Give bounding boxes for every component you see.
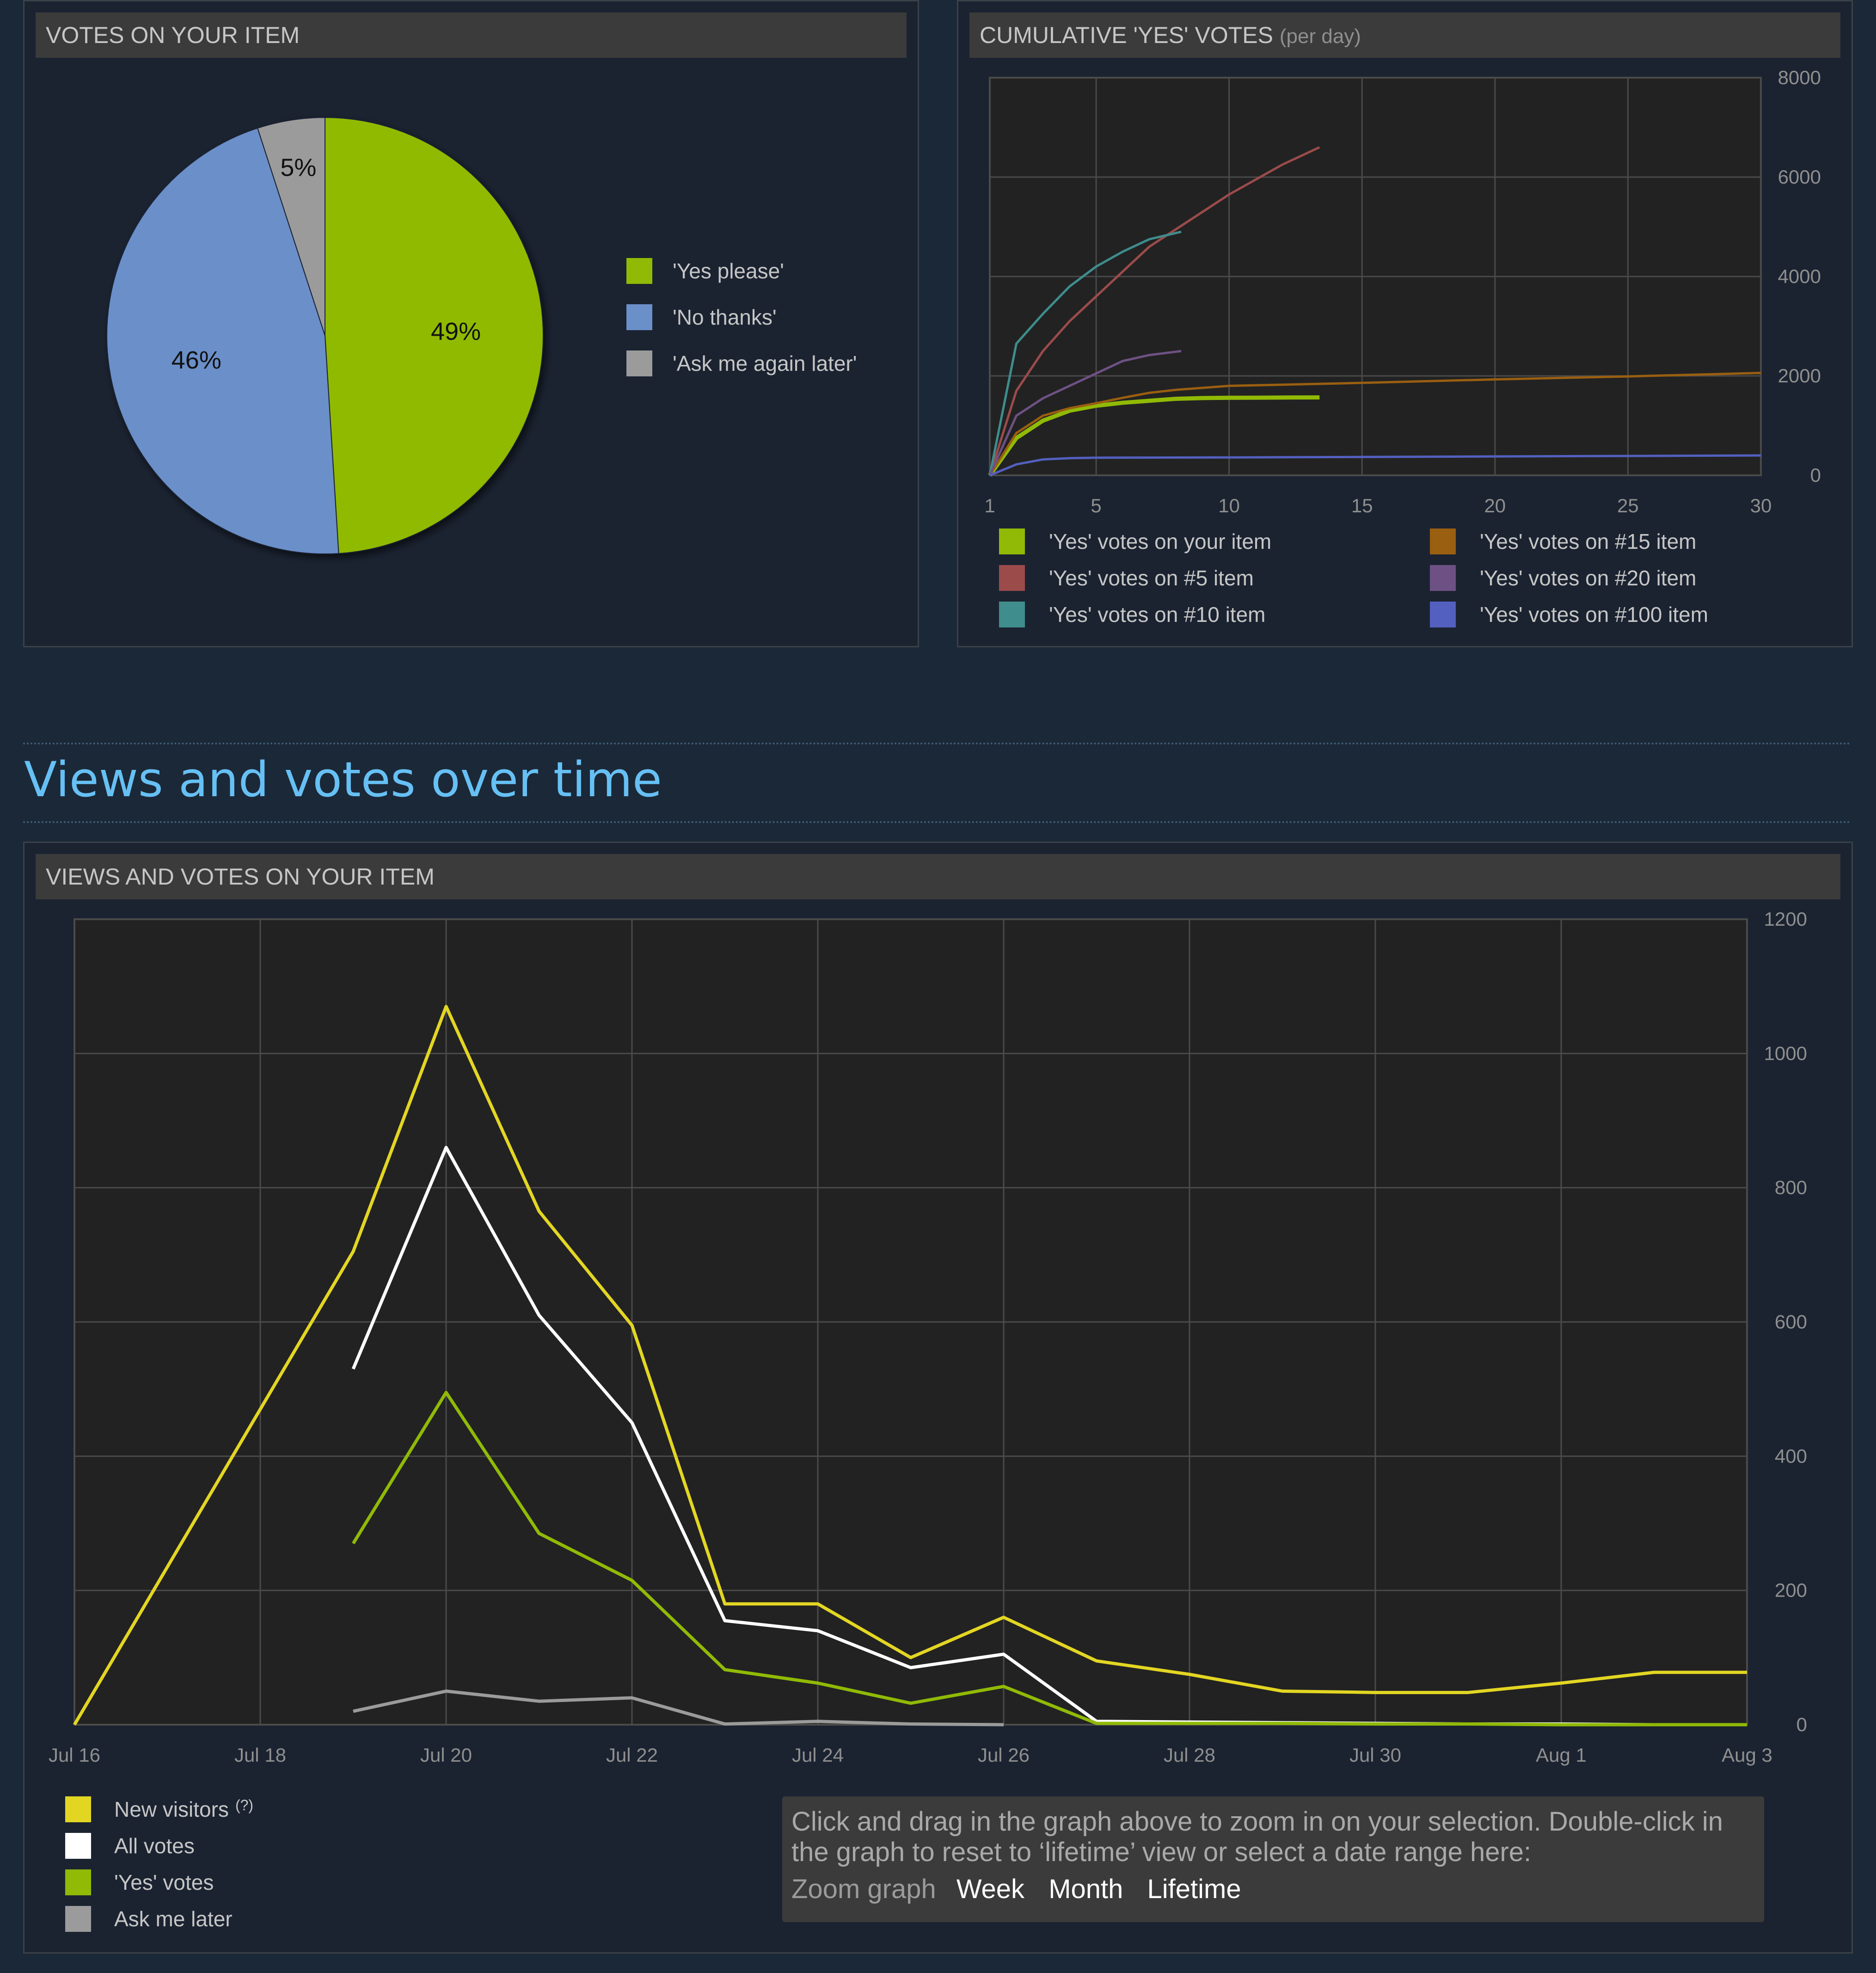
series-line-yes-votes-on-15-item [988,372,1761,476]
series-line-new-visitors [73,1005,1747,1726]
cumulative-panel: CUMULATIVE 'YES' VOTES (per day) 1 5 10 15 2… [957,0,1853,647]
legend-swatch-yes-votes-on-100-item [1430,602,1456,627]
zoom-lifetime-button[interactable]: Lifetime [1147,1874,1241,1904]
x-tick-label: Aug 1 [1536,1744,1587,1766]
legend-label-all-votes: All votes [114,1834,195,1858]
y-tick-label: 1200 [1764,908,1807,930]
y-tick-label: 400 [1775,1445,1807,1467]
legend-swatch-yes-votes-on-10-item [999,602,1025,627]
x-tick-label: 20 [1484,495,1506,516]
zoom-month-button[interactable]: Month [1048,1874,1123,1904]
help-icon[interactable]: (?) [235,1797,253,1813]
x-tick-label: Jul 24 [792,1744,844,1766]
y-tick-label: 2000 [1778,365,1821,387]
legend-swatch-new-visitors [65,1796,91,1822]
legend-swatch-no-thanks [626,304,652,330]
y-tick-label: 600 [1775,1311,1807,1333]
legend-swatch-yes-votes-on-20-item [1430,565,1456,591]
zoom-week-button[interactable]: Week [956,1874,1025,1904]
zoom-label: Zoom graph [791,1874,936,1904]
views-panel-title: VIEWS AND VOTES ON YOUR ITEM [36,854,1840,899]
x-tick-label: Jul 28 [1164,1744,1215,1766]
y-tick-label: 6000 [1778,166,1821,188]
legend-swatch-ask-me-again-later [626,350,652,376]
x-tick-label: 1 [984,495,995,516]
x-tick-label: 30 [1750,495,1772,516]
legend-label-ask-me-later: Ask me later [114,1907,233,1931]
legend-label-yes-votes-on-your-item: 'Yes' votes on your item [1049,529,1271,553]
x-tick-label: Jul 22 [606,1744,658,1766]
x-tick-label: 15 [1351,495,1373,516]
legend-label-yes-votes-on-100-item: 'Yes' votes on #100 item [1480,602,1708,627]
series-line-yes-votes-on-100-item [989,454,1761,477]
series-line-yes-votes-on-5-item [988,146,1320,476]
legend-swatch-yes-votes [65,1869,91,1895]
section-title: Views and votes over time [24,751,662,808]
series-line-yes-votes-on-your-item [988,395,1320,477]
votes-pie-chart: 49% 46% 5% 'Yes please' 'No thanks' 'Ask me … [106,117,857,554]
zoom-instructions: Click and drag in the graph above to zoo… [791,1807,1723,1867]
y-tick-label: 1000 [1764,1042,1807,1064]
legend-swatch-all-votes [65,1833,91,1859]
pie-value-label: 46% [172,346,221,374]
series-line-yes-votes-on-20-item [988,350,1182,476]
legend-swatch-yes-please [626,258,652,284]
votes-panel: VOTES ON YOUR ITEM 49% 46% 5% 'Yes please'… [23,0,919,647]
legend-label-yes-votes-on-20-item: 'Yes' votes on #20 item [1480,566,1697,590]
section-divider-top [23,743,1851,744]
y-tick-label: 4000 [1778,265,1821,287]
y-tick-label: 0 [1796,1714,1807,1735]
legend-swatch-ask-me-later [65,1906,91,1932]
pie-value-label: 49% [431,318,481,345]
pie-slice-no-thanks [106,127,339,554]
legend-label-ask-me-again-later: 'Ask me again later' [673,351,857,375]
pie-value-label: 5% [280,154,316,181]
x-tick-label: 25 [1617,495,1639,516]
legend-label-yes-please: 'Yes please' [673,259,784,283]
legend-swatch-yes-votes-on-5-item [999,565,1025,591]
x-tick-label: 10 [1218,495,1240,516]
cumulative-panel-title: CUMULATIVE 'YES' VOTES (per day) [969,12,1840,58]
x-tick-label: 5 [1091,495,1101,516]
x-tick-label: Jul 20 [420,1744,472,1766]
x-tick-label: Jul 18 [234,1744,286,1766]
legend-label-yes-votes-on-15-item: 'Yes' votes on #15 item [1480,529,1697,553]
legend-label-yes-votes-on-5-item: 'Yes' votes on #5 item [1049,566,1254,590]
y-tick-label: 200 [1775,1580,1807,1601]
x-tick-label: Jul 16 [49,1744,100,1766]
y-tick-label: 800 [1775,1177,1807,1199]
pie-slice-yes-please [325,117,544,554]
legend-swatch-yes-votes-on-your-item [999,529,1025,554]
views-panel: VIEWS AND VOTES ON YOUR ITEM Jul 16 Jul 1… [23,842,1853,1954]
x-tick-label: Aug 3 [1722,1744,1772,1766]
legend-label-no-thanks: 'No thanks' [673,305,777,329]
y-tick-label: 0 [1810,464,1821,486]
votes-panel-title: VOTES ON YOUR ITEM [36,12,907,58]
views-line-chart[interactable]: Jul 16 Jul 18 Jul 20 Jul 22 Jul 24 Jul 26 Jul … [25,903,1851,1948]
legend-swatch-yes-votes-on-15-item [1430,529,1456,554]
zoom-box: Click and drag in the graph above to zoo… [782,1796,1764,1922]
y-tick-label: 8000 [1778,67,1821,88]
legend-label-yes-votes: 'Yes' votes [114,1870,214,1894]
x-tick-label: Jul 26 [978,1744,1030,1766]
section-divider-bottom [23,821,1851,823]
series-line-yes-votes [352,1390,1747,1727]
series-line-yes-votes-on-10-item [988,230,1182,476]
pie-slice-ask-me-again-later [257,117,325,336]
x-tick-label: Jul 30 [1349,1744,1401,1766]
legend-label-yes-votes-on-10-item: 'Yes' votes on #10 item [1049,602,1266,627]
series-line-ask-me-later [353,1689,1004,1727]
legend-label-new-visitors: New visitors (?) [114,1797,253,1821]
